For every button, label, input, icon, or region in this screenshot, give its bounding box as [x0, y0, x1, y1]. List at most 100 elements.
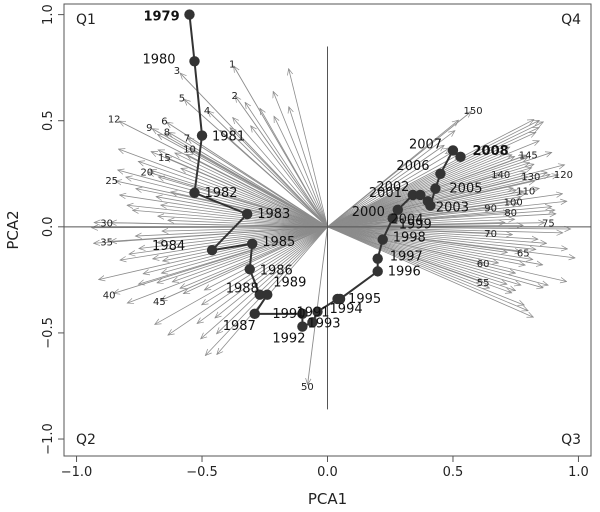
loading-label-15: 15 — [158, 153, 171, 164]
year-point-1991 — [307, 317, 318, 328]
loading-vector-140 — [327, 174, 500, 228]
y-tick-label: −0.5 — [41, 317, 56, 349]
year-label-1998: 1998 — [393, 231, 426, 246]
loading-vector — [138, 161, 328, 228]
loading-vector — [139, 226, 328, 249]
year-label-2008: 2008 — [473, 144, 509, 159]
year-label-1992: 1992 — [272, 332, 305, 347]
year-label-2006: 2006 — [396, 159, 429, 174]
quadrant-label-q4: Q4 — [561, 12, 581, 28]
year-point-2007 — [447, 145, 459, 156]
loading-vector-2 — [235, 96, 328, 228]
year-label-2003: 2003 — [436, 200, 469, 215]
loading-vector — [158, 216, 328, 228]
loading-vector — [215, 226, 328, 318]
loading-vector — [327, 214, 556, 228]
loading-label-145: 145 — [519, 151, 538, 162]
year-point-1989 — [262, 289, 273, 300]
year-point-1990 — [297, 308, 308, 320]
loading-label-6: 6 — [161, 117, 167, 128]
loading-vector — [327, 153, 452, 228]
loading-vector — [327, 226, 525, 305]
year-point-2002 — [415, 189, 426, 201]
year-points — [184, 9, 466, 332]
loading-vector — [202, 226, 328, 305]
loading-vector — [204, 226, 328, 290]
y-tick-label: 0.5 — [41, 110, 56, 131]
loading-vector-75 — [327, 223, 545, 228]
loading-label-75: 75 — [542, 219, 555, 230]
loading-vector — [161, 226, 328, 273]
loading-vector — [327, 148, 450, 228]
loading-label-30: 30 — [100, 219, 113, 230]
year-point-2004 — [425, 200, 436, 211]
loading-vector — [201, 226, 328, 339]
loading-vector — [175, 153, 328, 228]
year-point-1983 — [241, 208, 253, 220]
loading-vector-60 — [327, 226, 484, 263]
loading-vector-12 — [119, 120, 328, 228]
loading-label-5: 5 — [179, 93, 185, 104]
loading-vector — [245, 102, 328, 228]
loading-label-90: 90 — [484, 204, 497, 215]
loading-vector — [327, 226, 536, 250]
loading-label-35: 35 — [100, 238, 113, 249]
loading-vector — [327, 153, 504, 228]
year-label-1979: 1979 — [143, 10, 179, 25]
loading-label-7: 7 — [184, 134, 190, 145]
loading-vector — [217, 226, 328, 334]
loading-vector-4 — [208, 111, 328, 228]
x-axis-ticks: −1.0 −0.5 0.0 0.5 1.0 — [61, 456, 589, 480]
year-label-2000: 2000 — [352, 205, 385, 220]
loading-vector-1 — [234, 66, 328, 228]
loading-vector — [120, 226, 328, 260]
loading-label-45: 45 — [153, 297, 166, 308]
year-point-2006 — [435, 168, 446, 179]
year-label-2007: 2007 — [409, 137, 442, 152]
quadrant-label-q2: Q2 — [76, 432, 96, 448]
loading-vector — [163, 226, 328, 261]
loading-vector-65 — [327, 226, 522, 252]
loading-vector — [158, 149, 328, 228]
year-point-1992 — [297, 321, 308, 332]
loading-label-80: 80 — [504, 208, 517, 219]
loading-vector — [157, 226, 328, 283]
loading-label-1: 1 — [229, 59, 235, 70]
loading-vector — [118, 170, 328, 228]
loading-label-60: 60 — [477, 259, 490, 270]
loading-vector — [126, 177, 328, 228]
year-label-2004: 2004 — [390, 213, 423, 228]
loading-vector — [162, 226, 328, 231]
year-label-1983: 1983 — [257, 207, 290, 222]
loading-vector — [327, 154, 459, 228]
loading-label-10: 10 — [183, 144, 196, 155]
loading-label-65: 65 — [517, 248, 530, 259]
year-point-1988 — [254, 289, 265, 300]
loading-vector — [217, 226, 328, 355]
loading-label-50: 50 — [301, 382, 314, 393]
loading-vector — [327, 226, 499, 263]
loading-label-120: 120 — [554, 170, 573, 181]
loading-vector — [127, 226, 328, 303]
loading-vector-40 — [114, 226, 328, 294]
y-tick-label: 0.0 — [41, 216, 56, 237]
loading-vector — [327, 226, 563, 233]
loading-vector — [129, 226, 328, 254]
year-label-1993: 1993 — [307, 317, 340, 332]
loading-vector — [183, 226, 328, 295]
year-label-1996: 1996 — [388, 264, 421, 279]
x-tick-label: −1.0 — [61, 465, 93, 480]
x-tick-label: 1.0 — [568, 465, 589, 480]
loading-vector — [327, 120, 534, 228]
year-point-2008 — [455, 151, 466, 162]
year-label-1986: 1986 — [260, 263, 293, 278]
loading-vector — [273, 91, 328, 227]
loading-vector-100 — [327, 202, 512, 228]
loading-vector — [327, 131, 455, 228]
quadrant-label-q1: Q1 — [76, 12, 96, 28]
loading-vector-120 — [327, 175, 559, 228]
y-tick-label: −1.0 — [41, 423, 56, 455]
loading-vector — [197, 226, 328, 324]
